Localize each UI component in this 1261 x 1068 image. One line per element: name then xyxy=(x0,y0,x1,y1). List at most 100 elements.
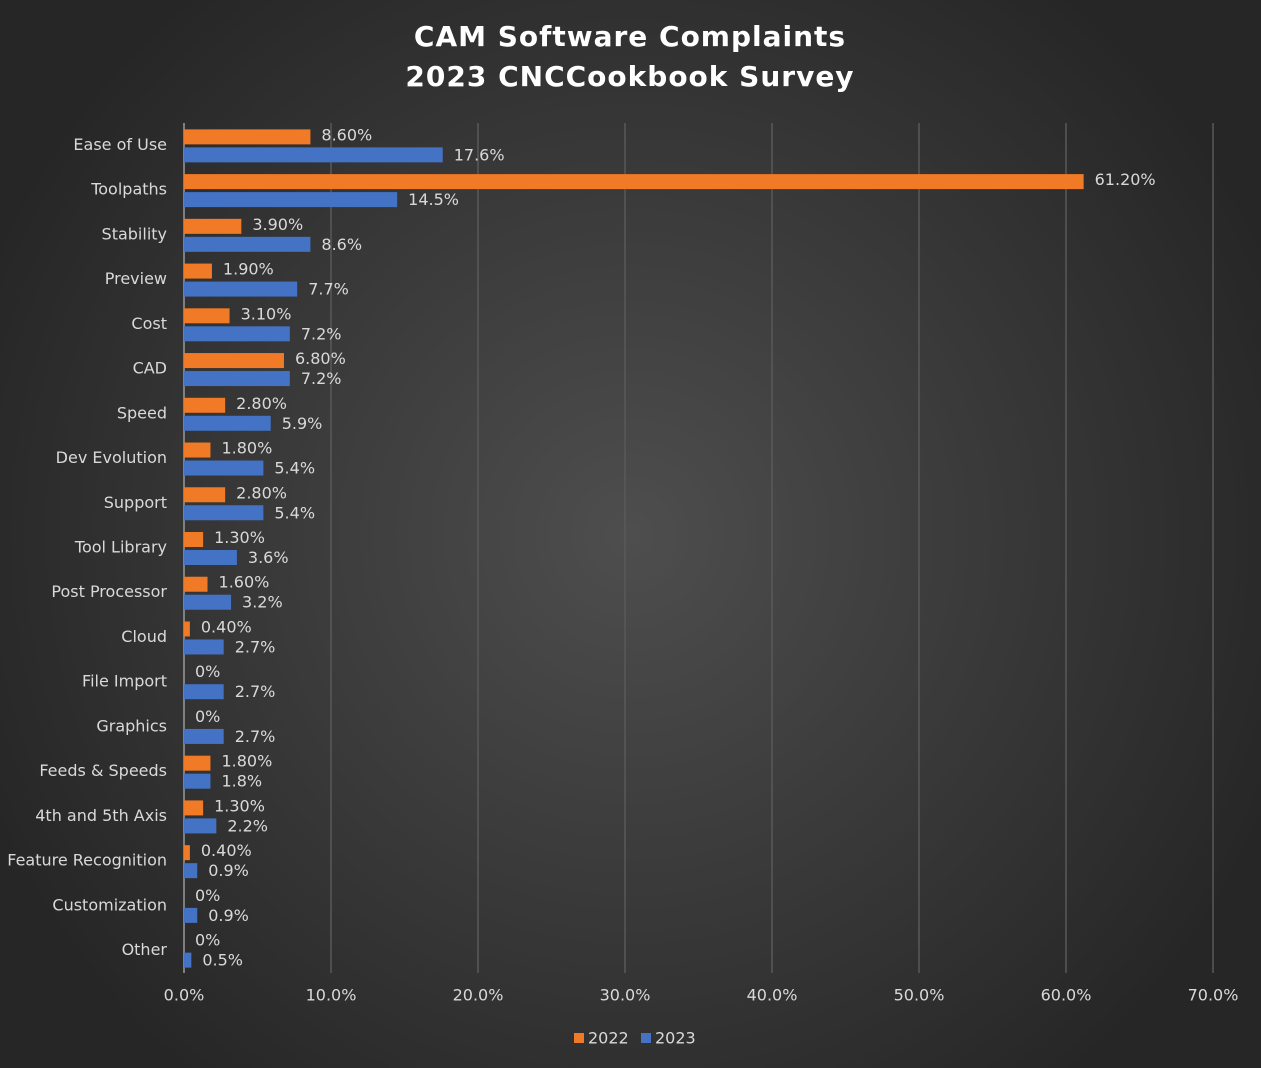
bar xyxy=(184,415,271,431)
x-tick-label: 40.0% xyxy=(747,986,798,1005)
legend-swatch xyxy=(641,1033,651,1043)
bar xyxy=(184,505,264,521)
chart-subtitle: 2023 CNCCookbook Survey xyxy=(405,60,854,93)
data-label: 1.80% xyxy=(221,439,272,458)
bar xyxy=(184,594,232,610)
data-label: 2.80% xyxy=(236,394,287,413)
y-tick-label: Support xyxy=(104,493,167,512)
y-tick-label: Tool Library xyxy=(74,538,167,557)
data-label: 1.90% xyxy=(223,260,274,279)
data-label: 0.9% xyxy=(208,906,249,925)
bar xyxy=(184,308,230,324)
data-label: 7.7% xyxy=(308,280,349,299)
x-tick-label: 30.0% xyxy=(600,986,651,1005)
data-label: 2.7% xyxy=(235,682,276,701)
data-label: 2.2% xyxy=(227,816,268,835)
data-label: 7.2% xyxy=(301,369,342,388)
data-label: 3.6% xyxy=(248,548,289,567)
data-label: 2.7% xyxy=(235,727,276,746)
data-label: 3.90% xyxy=(252,215,303,234)
x-tick-label: 50.0% xyxy=(894,986,945,1005)
y-tick-label: Preview xyxy=(105,269,167,288)
bar xyxy=(184,576,208,592)
data-label: 3.2% xyxy=(242,593,283,612)
y-tick-label: CAD xyxy=(133,359,167,378)
bar xyxy=(184,174,1084,190)
bar xyxy=(184,550,237,565)
data-label: 0% xyxy=(195,662,220,681)
x-tick-label: 70.0% xyxy=(1188,986,1239,1005)
legend-label: 2023 xyxy=(655,1029,696,1048)
data-label: 1.30% xyxy=(214,528,265,547)
bar xyxy=(184,728,224,744)
data-label: 1.60% xyxy=(219,573,270,592)
y-tick-label: Feature Recognition xyxy=(7,851,167,870)
data-label: 0.9% xyxy=(208,861,249,880)
y-tick-label: Stability xyxy=(102,224,167,243)
x-tick-label: 20.0% xyxy=(453,986,504,1005)
y-tick-label: Cost xyxy=(131,314,167,333)
y-tick-label: Toolpaths xyxy=(90,180,167,199)
bar xyxy=(184,845,190,861)
bar xyxy=(184,281,298,297)
data-label: 1.80% xyxy=(221,752,272,771)
bar xyxy=(184,863,198,879)
y-tick-label: Customization xyxy=(52,895,167,914)
y-tick-label: Other xyxy=(122,940,168,959)
y-tick-label: 4th and 5th Axis xyxy=(35,806,167,825)
data-label: 0% xyxy=(195,707,220,726)
bar xyxy=(184,236,311,252)
x-tick-label: 10.0% xyxy=(306,986,357,1005)
bar xyxy=(184,460,264,476)
data-label: 0.40% xyxy=(201,841,252,860)
data-label: 1.30% xyxy=(214,796,265,815)
bar xyxy=(184,639,224,655)
data-label: 2.80% xyxy=(236,483,287,502)
x-tick-label: 60.0% xyxy=(1041,986,1092,1005)
y-tick-label: Speed xyxy=(117,403,167,422)
bar xyxy=(184,818,217,834)
data-label: 1.8% xyxy=(221,772,262,791)
bar xyxy=(184,397,226,413)
data-label: 61.20% xyxy=(1095,170,1156,189)
bar xyxy=(184,263,212,279)
legend-swatch xyxy=(574,1033,584,1043)
data-label: 0% xyxy=(195,886,220,905)
bar xyxy=(184,800,204,816)
x-tick-label: 0.0% xyxy=(164,986,205,1005)
y-tick-label: Graphics xyxy=(96,716,167,735)
bar xyxy=(184,192,398,208)
bar xyxy=(184,487,226,503)
data-label: 5.9% xyxy=(282,414,323,433)
bar xyxy=(184,532,204,547)
y-tick-label: Cloud xyxy=(121,627,167,646)
data-label: 5.4% xyxy=(274,503,315,522)
data-label: 14.5% xyxy=(408,190,459,209)
data-label: 6.80% xyxy=(295,349,346,368)
bar xyxy=(184,147,443,163)
bar xyxy=(184,907,198,923)
bar xyxy=(184,755,211,771)
y-tick-label: File Import xyxy=(82,672,167,691)
bar xyxy=(184,952,192,968)
data-label: 0.5% xyxy=(202,951,243,970)
y-tick-label: Feeds & Speeds xyxy=(39,761,167,780)
legend-label: 2022 xyxy=(588,1029,629,1048)
bar xyxy=(184,442,211,458)
y-tick-label: Ease of Use xyxy=(73,135,167,154)
bar xyxy=(184,326,290,342)
bar xyxy=(184,353,284,369)
bar xyxy=(184,129,311,145)
data-label: 2.7% xyxy=(235,637,276,656)
data-label: 7.2% xyxy=(301,324,342,343)
data-label: 8.6% xyxy=(321,235,362,254)
data-label: 5.4% xyxy=(274,459,315,478)
bar xyxy=(184,773,211,789)
chart-title: CAM Software Complaints xyxy=(414,20,846,53)
data-label: 8.60% xyxy=(321,125,372,144)
bar xyxy=(184,621,190,637)
y-tick-label: Post Processor xyxy=(51,582,167,601)
bar xyxy=(184,684,224,700)
bar xyxy=(184,371,290,387)
